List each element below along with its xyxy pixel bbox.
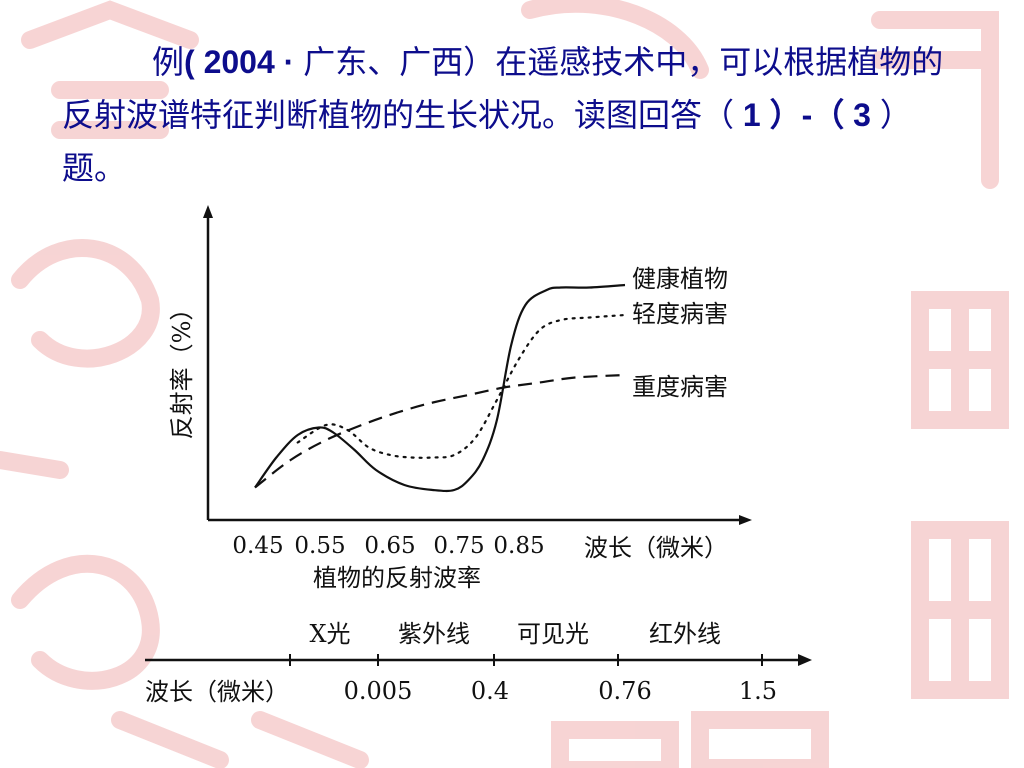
chart-title: 植物的反射波率: [313, 564, 481, 592]
spectrum-band-label: X光: [309, 620, 350, 648]
spectrum-tick-label: 0.4: [471, 677, 509, 705]
spectrum-tick-label: 1.5: [739, 677, 777, 705]
series-line-3: [254, 373, 626, 489]
y-axis-arrow: [203, 205, 213, 218]
x-tick-labels: 0.45 0.55 0.65 0.75 0.85: [232, 533, 544, 559]
series-label-1: 健康植物: [632, 265, 728, 293]
question-source: ( 2004 ·: [184, 44, 304, 80]
question-text: 例( 2004 · 广东、广西）在遥感技术中，可以根据植物的反射波谱特征判断植物…: [62, 36, 962, 195]
series-line-1: [254, 283, 626, 493]
question-suffix: ）题。: [62, 96, 912, 187]
spectrum-axis-arrow: [798, 654, 812, 666]
question-dash: ）-（: [769, 97, 845, 133]
x-axis-label: 波长（微米）: [584, 534, 728, 562]
series-line-2: [296, 313, 627, 459]
x-tick-label: 0.45: [232, 533, 283, 559]
y-axis-label: 反射率（%）: [168, 297, 196, 440]
question-prefix: 例: [152, 43, 185, 81]
spectrum-tick-label: 0.005: [344, 677, 413, 705]
x-axis-arrow: [739, 515, 752, 525]
x-tick-label: 0.85: [493, 533, 544, 559]
x-tick-label: 0.55: [294, 533, 345, 559]
series-label-3: 重度病害: [632, 373, 728, 401]
spectrum-tick-label: 0.76: [598, 677, 651, 705]
x-tick-label: 0.65: [364, 533, 415, 559]
spectrum-axis-label: 波长（微米）: [145, 678, 289, 706]
spectrum-band-label: 可见光: [517, 620, 589, 648]
x-tick-label: 0.75: [433, 533, 484, 559]
series-layer: [254, 283, 627, 493]
spectrum-band-label: 紫外线: [398, 620, 470, 648]
question-number-3: 3: [844, 97, 880, 133]
series-label-2: 轻度病害: [632, 300, 728, 328]
question-body: 广东、广西）在遥感技术中，可以根据植物的反射波谱特征判断植物的生长状况。读图回答…: [62, 43, 944, 134]
spectrum-band-label: 红外线: [649, 620, 721, 648]
question-number-1: 1: [734, 97, 770, 133]
spectrum-labels: 0.005 0.4 0.76 1.5 X光 紫外线 可见光 红外线: [289, 620, 777, 705]
